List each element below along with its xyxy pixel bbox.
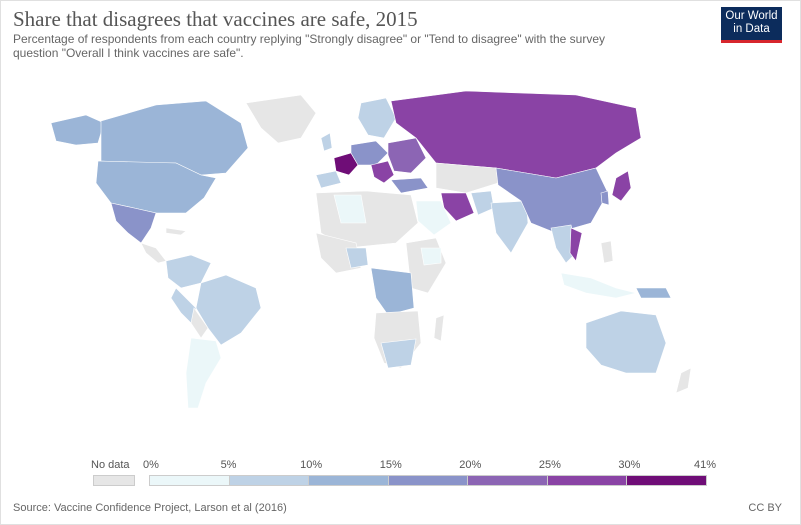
region-central-america[interactable] [140,242,167,264]
legend-bin-label: 25% [538,459,561,471]
region-nigeria[interactable] [345,247,369,269]
region-papua[interactable] [635,287,672,299]
region-brazil[interactable] [195,274,262,346]
legend-bin-label: 30% [618,459,641,471]
color-legend: No data 0% 5% 10% 15% 20% 25% 30% 41% [91,459,721,489]
region-pakistan[interactable] [470,190,495,216]
legend-bin-label: 15% [379,459,402,471]
region-usa[interactable] [95,160,217,214]
region-algeria[interactable] [333,194,367,224]
region-russia[interactable] [390,90,642,179]
region-vietnam[interactable] [569,227,583,262]
legend-bin-swatch[interactable] [387,475,469,486]
logo-line-2: in Data [733,23,770,35]
region-australia[interactable] [585,310,667,374]
region-indonesia[interactable] [560,272,637,299]
region-balkans[interactable] [370,160,395,184]
region-central-asia[interactable] [435,162,499,194]
license-label[interactable]: CC BY [748,502,782,514]
legend-no-data-swatch [93,475,135,486]
region-saudi-arabia[interactable] [415,200,452,236]
region-spain[interactable] [315,170,342,189]
legend-bin-label: 5% [220,459,237,471]
chart-subtitle: Percentage of respondents from each coun… [13,32,606,60]
region-iran[interactable] [440,192,475,222]
legend-bin-label: 10% [300,459,323,471]
region-central-europe[interactable] [350,140,389,166]
legend-bin-swatch[interactable] [308,475,389,486]
region-france[interactable] [333,152,359,176]
legend-bin-swatch[interactable] [467,475,548,486]
source-note: Source: Vaccine Confidence Project, Lars… [13,502,287,514]
region-japan[interactable] [611,170,632,202]
legend-bin-swatch[interactable] [228,475,310,486]
region-madagascar[interactable] [433,314,445,342]
region-scandinavia[interactable] [357,97,397,139]
region-drc[interactable] [370,267,415,316]
region-argentina[interactable] [185,337,222,409]
region-alaska[interactable] [50,114,105,146]
chart-title: Share that disagrees that vaccines are s… [13,7,418,31]
region-new-zealand[interactable] [675,367,692,394]
region-mexico[interactable] [110,202,157,244]
region-china[interactable] [495,167,609,234]
legend-bin-label: 20% [459,459,482,471]
region-south-africa[interactable] [380,338,417,369]
logo-line-1: Our World [725,10,778,22]
region-peru[interactable] [170,287,197,324]
region-bolivia[interactable] [190,307,209,339]
region-uk[interactable] [320,132,333,152]
region-philippines[interactable] [600,240,614,264]
region-greenland[interactable] [245,94,317,144]
legend-bin-swatch[interactable] [546,475,628,486]
legend-max-label: 41% [694,459,717,471]
owid-logo[interactable]: Our World in Data [721,7,782,43]
region-caribbean[interactable] [165,227,187,236]
region-ethiopia[interactable] [420,247,442,266]
legend-bin-swatch[interactable] [626,475,707,486]
legend-bin-swatch[interactable] [149,475,230,486]
legend-bin-label: 0% [143,459,159,471]
region-korea[interactable] [600,190,610,206]
region-india[interactable] [490,200,529,254]
legend-no-data-label: No data [91,459,130,471]
region-turkey[interactable] [390,177,429,194]
world-map[interactable] [16,83,706,413]
